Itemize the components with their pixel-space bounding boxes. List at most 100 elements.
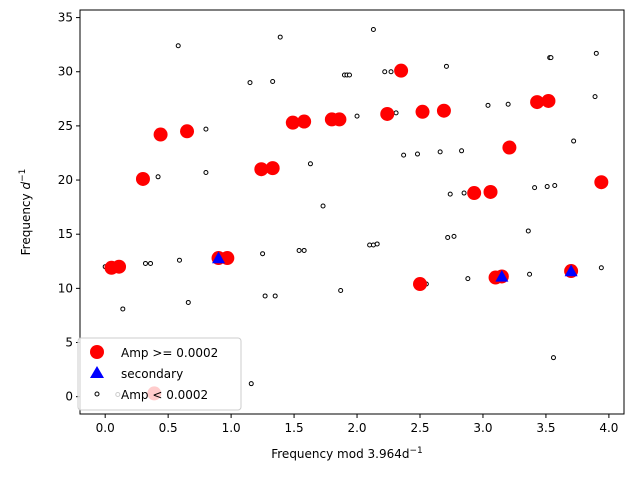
point-amp-low: [451, 233, 457, 239]
y-tick-label: 35: [58, 11, 73, 25]
point-amp-low: [527, 271, 533, 277]
point-amp-low: [277, 34, 283, 40]
point-amp-high: [502, 140, 517, 155]
point-amp-low: [185, 299, 191, 305]
point-amp-low: [532, 185, 538, 191]
x-tick-label: 3.5: [536, 421, 555, 435]
point-amp-high: [112, 259, 127, 274]
point-amp-low: [571, 138, 577, 144]
point-amp-low: [414, 151, 420, 157]
plot-area: [102, 26, 609, 401]
point-amp-low: [248, 381, 254, 387]
point-amp-low: [465, 276, 471, 282]
legend: Amp >= 0.0002 secondary Amp < 0.0002: [77, 337, 242, 411]
point-amp-high: [415, 104, 430, 119]
x-tick-label: 2.0: [347, 421, 366, 435]
legend-label-amp-high: Amp >= 0.0002: [121, 346, 218, 360]
point-amp-low: [262, 293, 268, 299]
y-tick-label: 5: [65, 336, 73, 350]
point-amp-low: [401, 152, 407, 158]
point-secondary: [212, 251, 226, 264]
point-amp-low: [301, 247, 307, 253]
legend-label-amp-low: Amp < 0.0002: [121, 388, 208, 402]
point-secondary: [495, 269, 509, 282]
point-amp-low: [388, 69, 394, 75]
point-amp-low: [443, 63, 449, 69]
point-amp-high: [380, 106, 395, 121]
point-amp-high: [297, 114, 312, 129]
x-tick-label: 1.0: [222, 421, 241, 435]
x-tick-label: 2.5: [410, 421, 429, 435]
point-amp-low: [592, 94, 598, 100]
point-secondary: [564, 264, 578, 277]
point-amp-low: [459, 148, 465, 154]
point-amp-low: [461, 190, 467, 196]
y-tick-label: 0: [65, 390, 73, 404]
point-amp-low: [552, 182, 558, 188]
point-amp-low: [598, 265, 604, 271]
point-amp-high: [594, 175, 609, 190]
point-amp-low: [320, 203, 326, 209]
point-amp-low: [203, 169, 209, 175]
point-amp-low: [120, 306, 126, 312]
point-amp-high: [265, 161, 280, 176]
point-amp-low: [175, 43, 181, 49]
point-amp-low: [272, 293, 278, 299]
y-axis-label: Frequency d−1: [18, 169, 33, 256]
point-amp-low: [393, 110, 399, 116]
x-tick-label: 0.5: [159, 421, 178, 435]
point-amp-high: [285, 115, 300, 130]
point-amp-low: [505, 101, 511, 107]
point-amp-high: [467, 186, 482, 201]
x-axis-ticks: 0.0 0.5 1.0 1.5 2.0 2.5 3.0 3.5 4.0: [96, 414, 618, 435]
x-tick-label: 3.0: [473, 421, 492, 435]
point-amp-high: [483, 184, 498, 199]
y-tick-label: 20: [58, 173, 73, 187]
point-amp-high: [436, 103, 451, 118]
x-tick-label: 0.0: [96, 421, 115, 435]
point-amp-low: [593, 50, 599, 56]
legend-marker-amp-low: [94, 391, 100, 397]
point-amp-low: [260, 251, 266, 257]
point-amp-low: [370, 26, 376, 32]
point-amp-high: [541, 93, 556, 108]
point-amp-low: [155, 174, 161, 180]
point-amp-low: [437, 149, 443, 155]
point-amp-high: [153, 127, 168, 142]
point-amp-high: [180, 124, 195, 139]
point-amp-high: [332, 112, 347, 127]
point-amp-low: [142, 260, 148, 266]
y-axis-ticks: 0 5 10 15 20 25 30 35: [58, 11, 80, 404]
x-tick-label: 4.0: [599, 421, 618, 435]
point-amp-low: [247, 80, 253, 86]
point-amp-low: [548, 55, 554, 61]
point-amp-low: [550, 355, 556, 361]
legend-marker-secondary: [90, 366, 104, 378]
y-tick-label: 25: [58, 119, 73, 133]
point-amp-low: [346, 72, 352, 78]
point-amp-low: [544, 184, 550, 190]
point-amp-high: [254, 162, 269, 177]
point-amp-low: [148, 260, 154, 266]
point-amp-low: [525, 228, 531, 234]
point-amp-high: [413, 277, 427, 292]
plot-frame: [79, 9, 625, 415]
point-amp-low: [296, 247, 302, 253]
point-amp-low: [485, 102, 491, 108]
point-amp-low: [338, 288, 344, 294]
legend-label-secondary: secondary: [121, 367, 183, 381]
point-amp-low: [447, 191, 453, 197]
point-amp-high: [530, 95, 545, 110]
point-amp-low: [307, 161, 313, 167]
point-amp-low: [382, 69, 388, 75]
legend-marker-amp-high: [90, 345, 104, 359]
y-tick-label: 10: [58, 281, 73, 295]
x-tick-label: 1.5: [285, 421, 304, 435]
point-amp-low: [176, 257, 182, 263]
point-amp-low: [374, 241, 380, 247]
y-tick-label: 30: [58, 65, 73, 79]
point-amp-low: [354, 113, 360, 119]
point-amp-high: [394, 63, 409, 78]
x-axis-label: Frequency mod 3.964d−1: [271, 446, 423, 461]
